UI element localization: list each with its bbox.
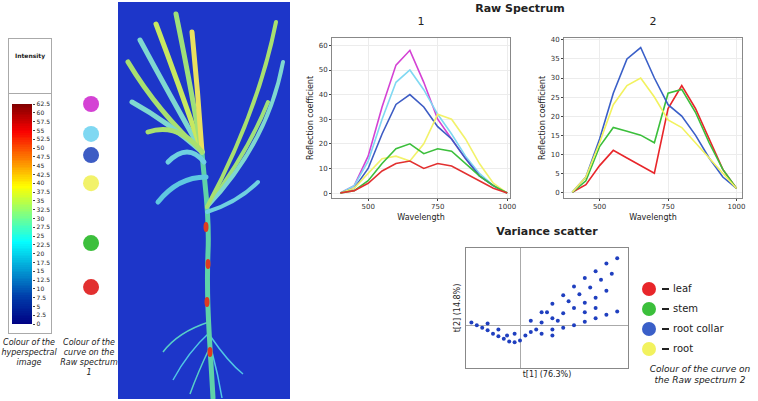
svg-text:Wavelength: Wavelength (629, 213, 676, 222)
svg-text:40: 40 (551, 36, 560, 44)
html-text:leaf: leaf (673, 283, 692, 294)
svg-text:10: 10 (551, 151, 560, 159)
svg-text:12.5: 12.5 (37, 276, 51, 283)
html-text:root: root (673, 343, 694, 354)
svg-text:35: 35 (37, 197, 45, 204)
svg-text:10: 10 (319, 165, 328, 173)
svg-text:42.5: 42.5 (37, 171, 51, 178)
svg-text:0: 0 (555, 189, 559, 197)
svg-text:22.5: 22.5 (37, 241, 51, 248)
svg-text:45: 45 (37, 162, 45, 169)
svg-text:t[1] (76.3%): t[1] (76.3%) (523, 370, 572, 379)
svg-text:1000: 1000 (728, 203, 746, 211)
svg-text:20: 20 (551, 113, 560, 121)
svg-text:15: 15 (37, 267, 45, 274)
svg-text:60: 60 (319, 42, 328, 50)
svg-text:2.5: 2.5 (37, 311, 47, 318)
svg-text:17.5: 17.5 (37, 259, 51, 266)
svg-text:500: 500 (593, 203, 606, 211)
svg-text:62.5: 62.5 (37, 100, 51, 107)
svg-text:10: 10 (37, 285, 45, 292)
svg-text:15: 15 (551, 132, 560, 140)
svg-text:5: 5 (555, 170, 559, 178)
svg-text:50: 50 (37, 144, 45, 151)
svg-text:25: 25 (551, 94, 560, 102)
svg-text:40: 40 (319, 91, 328, 99)
svg-text:Variance scatter: Variance scatter (496, 226, 598, 238)
svg-text:0: 0 (323, 190, 327, 198)
svg-text:5: 5 (37, 303, 41, 310)
html-text:Intensity: Intensity (14, 52, 46, 59)
html-text:Colour of the curve on the Raw: Colour of the curve on the Raw spectrum … (60, 338, 118, 377)
svg-text:0: 0 (37, 320, 41, 327)
svg-text:750: 750 (431, 203, 444, 211)
html-text:Colour of the hyperspectral im: Colour of the hyperspectral image (1, 338, 57, 367)
svg-text:30: 30 (319, 116, 328, 124)
svg-text:20: 20 (37, 250, 45, 257)
svg-text:500: 500 (361, 203, 374, 211)
svg-text:50: 50 (319, 66, 328, 74)
svg-text:37.5: 37.5 (37, 188, 51, 195)
svg-text:52.5: 52.5 (37, 135, 51, 142)
svg-text:25: 25 (37, 232, 45, 239)
svg-text:47.5: 47.5 (37, 153, 51, 160)
svg-text:40: 40 (37, 179, 45, 186)
html-text:Raw Spectrum: Raw Spectrum (475, 2, 565, 15)
html-text:Colour of the curve on the Raw: Colour of the curve on the Raw spectrum … (649, 364, 751, 385)
svg-text:1000: 1000 (498, 203, 516, 211)
svg-text:35: 35 (551, 55, 560, 63)
svg-text:20: 20 (319, 140, 328, 148)
svg-text:55: 55 (37, 127, 45, 134)
svg-text:27.5: 27.5 (37, 223, 51, 230)
svg-text:57.5: 57.5 (37, 118, 51, 125)
svg-text:t[2] (14.8%): t[2] (14.8%) (453, 284, 462, 333)
svg-text:7.5: 7.5 (37, 294, 47, 301)
svg-text:Reflection coefficient: Reflection coefficient (306, 76, 315, 160)
svg-text:60: 60 (37, 109, 45, 116)
svg-text:30: 30 (37, 215, 45, 222)
svg-text:30: 30 (551, 74, 560, 82)
svg-text:32.5: 32.5 (37, 206, 51, 213)
svg-text:Reflection coefficient: Reflection coefficient (538, 76, 547, 160)
html-text:root collar: root collar (673, 323, 724, 334)
html-text:stem: stem (673, 303, 698, 314)
svg-text:750: 750 (661, 203, 674, 211)
svg-text:2: 2 (650, 15, 657, 28)
svg-text:Wavelength: Wavelength (397, 213, 444, 222)
svg-text:1: 1 (418, 15, 425, 28)
